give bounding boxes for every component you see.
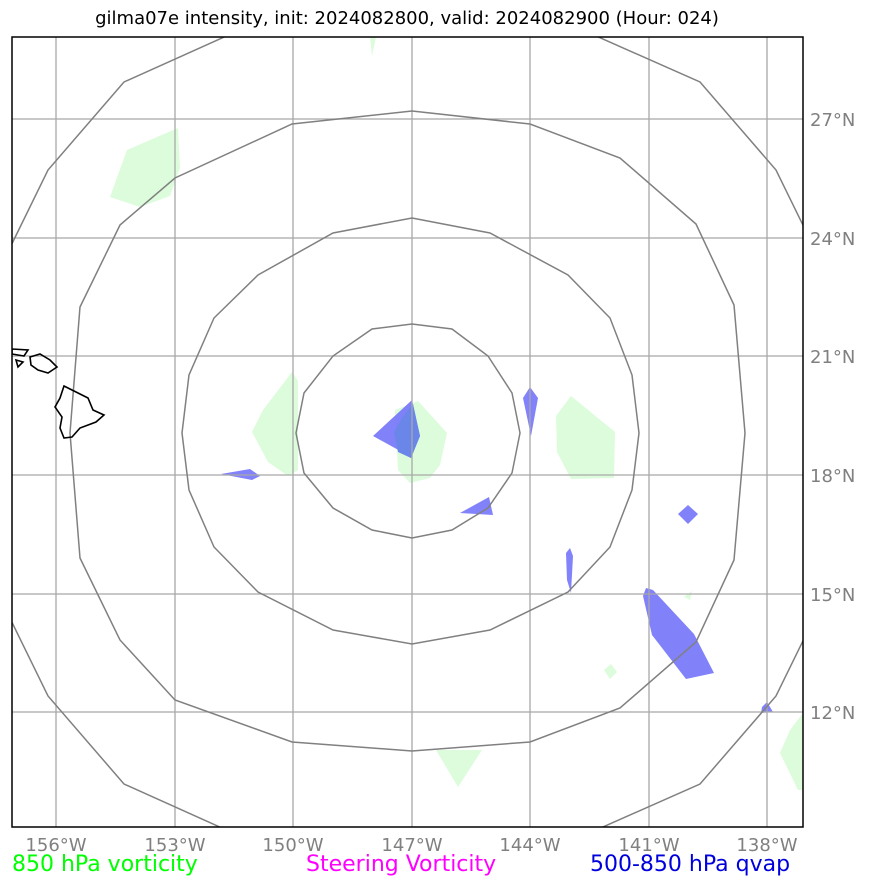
range-rings — [12, 37, 803, 827]
lat-tick-label: 27°N — [810, 110, 855, 131]
graticule — [12, 37, 803, 827]
lat-tick-label: 18°N — [810, 466, 855, 487]
lat-tick-label: 24°N — [810, 229, 855, 250]
plot-frame — [11, 36, 804, 828]
vorticity-850-shading — [110, 37, 803, 790]
hawaii-coastline — [12, 348, 106, 439]
lat-tick-label: 21°N — [810, 347, 855, 368]
lon-tick-label: 153°W — [144, 835, 205, 856]
lon-tick-label: 150°W — [262, 835, 323, 856]
legend-850-vorticity: 850 hPa vorticity — [12, 852, 198, 877]
map-title: gilma07e intensity, init: 2024082800, va… — [95, 8, 719, 29]
lon-tick-label: 138°W — [736, 835, 797, 856]
qvap-shading — [221, 387, 773, 713]
lon-tick-label: 147°W — [381, 835, 442, 856]
lon-tick-label: 144°W — [499, 835, 560, 856]
legend-steering-vorticity: Steering Vorticity — [306, 852, 497, 877]
storm-core-overlap — [394, 404, 420, 458]
lat-tick-label: 12°N — [810, 703, 855, 724]
legend-qvap: 500-850 hPa qvap — [590, 852, 791, 877]
lat-tick-label: 15°N — [810, 585, 855, 606]
lon-tick-label: 141°W — [618, 835, 679, 856]
lon-tick-label: 156°W — [25, 835, 86, 856]
